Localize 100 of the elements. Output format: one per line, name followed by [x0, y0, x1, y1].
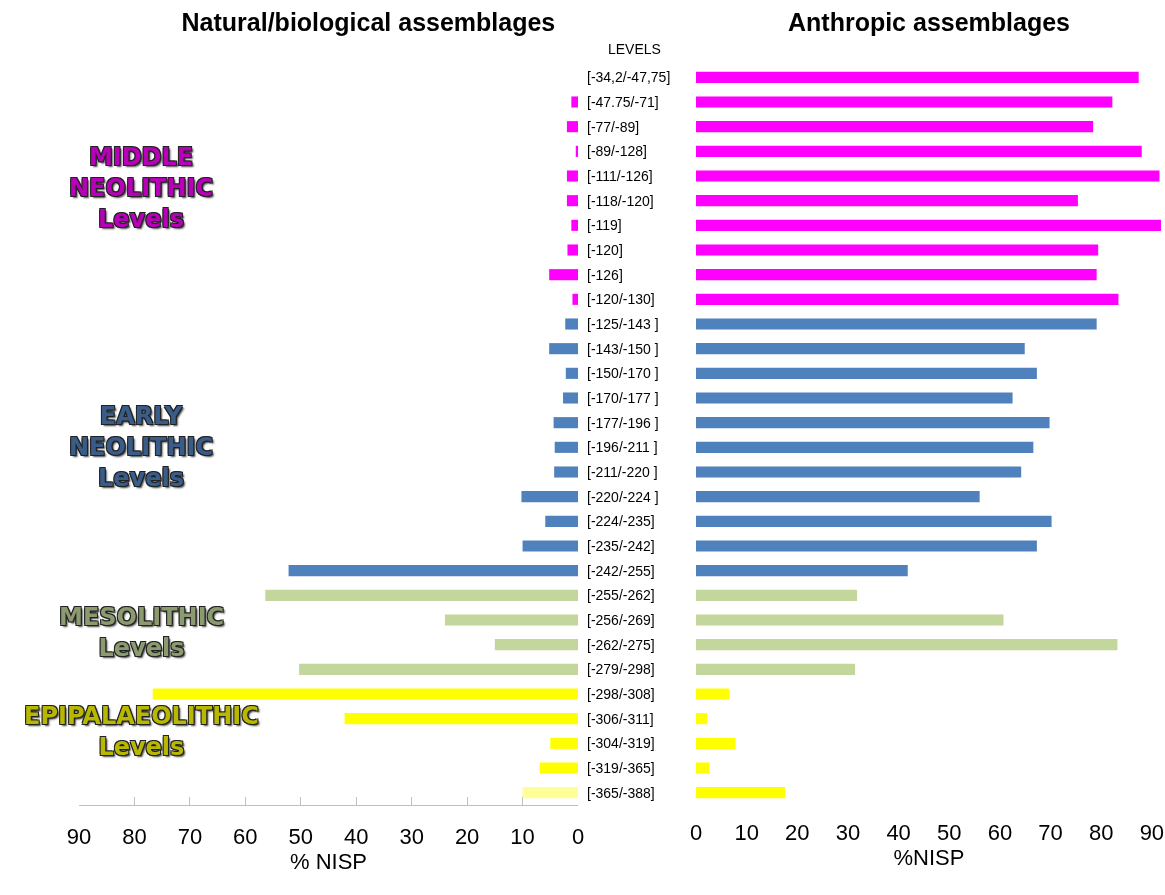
y-tick-label: [-220/-224 ]	[587, 488, 659, 505]
bar	[696, 195, 1078, 207]
bar	[696, 121, 1094, 133]
y-tick-label: [-120]	[587, 241, 623, 258]
bar	[550, 737, 578, 749]
bar	[265, 589, 578, 601]
bar	[152, 688, 578, 700]
bar	[696, 417, 1050, 429]
bar	[696, 244, 1099, 256]
y-tick-label: [-34,2/-47,75]	[587, 69, 671, 86]
x-tick-label: 40	[343, 824, 369, 850]
y-tick-label: [-304/-319]	[587, 735, 655, 752]
bar	[344, 713, 578, 725]
bar	[696, 639, 1118, 651]
bar	[696, 71, 1139, 83]
y-tick-label: [-126]	[587, 266, 623, 283]
y-tick-label: [-255/-262]	[587, 587, 655, 604]
bar	[696, 565, 908, 577]
y-tick-label: [-47.75/-71]	[587, 93, 659, 110]
bar	[696, 787, 786, 799]
y-tick-label: [-177/-196 ]	[587, 414, 659, 431]
annotation: MIDDLE NEOLITHIC Levels	[69, 143, 214, 234]
y-axis-title: LEVELS	[608, 41, 661, 57]
x-tick-label: 0	[689, 820, 703, 845]
y-tick-label: [-125/-143 ]	[587, 315, 659, 332]
x-tick-label: 20	[454, 824, 480, 850]
x-tick-label: 60	[233, 824, 258, 850]
bar	[565, 367, 578, 379]
bar	[696, 614, 1004, 626]
bar	[444, 614, 578, 626]
bar	[696, 466, 1022, 478]
bar	[522, 787, 578, 799]
bar	[563, 392, 578, 404]
bar	[567, 244, 578, 256]
bar	[521, 491, 578, 503]
y-tick-label: [-224/-235]	[587, 513, 655, 530]
x-tick-label: 70	[177, 824, 203, 850]
x-tick-label: 30	[399, 824, 424, 850]
bar	[696, 392, 1013, 404]
bar	[549, 269, 578, 281]
y-tick-label: [-256/-269]	[587, 611, 655, 628]
chart-title: Natural/biological assemblages	[181, 7, 556, 36]
x-axis-title: %NISP	[893, 845, 965, 870]
bar	[696, 318, 1097, 330]
x-tick-label: 70	[1038, 820, 1063, 845]
bar	[288, 565, 578, 577]
bar	[494, 639, 578, 651]
bar	[696, 762, 710, 774]
bar	[299, 663, 578, 675]
bar	[696, 343, 1025, 355]
bar	[554, 441, 578, 453]
x-tick-label: 80	[122, 824, 147, 850]
x-tick-label: 10	[734, 820, 759, 845]
y-tick-label: [-119]	[587, 217, 622, 234]
x-tick-label: 60	[987, 820, 1013, 845]
bar	[696, 441, 1034, 453]
bar	[696, 367, 1037, 379]
y-tick-label: [-143/-150 ]	[587, 340, 659, 357]
bar	[696, 269, 1097, 281]
x-tick-label: 30	[835, 820, 861, 845]
y-tick-label: [-298/-308]	[587, 685, 655, 702]
y-tick-label: [-211/-220 ]	[587, 463, 658, 480]
bar	[566, 195, 578, 207]
y-tick-label: [-120/-130]	[587, 291, 655, 308]
y-tick-label: [-111/-126]	[587, 167, 653, 184]
bar	[696, 737, 736, 749]
y-tick-label: [-242/-255]	[587, 562, 655, 579]
y-tick-label: [-319/-365]	[587, 759, 655, 776]
y-tick-label: [-118/-120]	[587, 192, 654, 209]
x-tick-label: 40	[886, 820, 911, 845]
x-tick-label: 0	[571, 824, 585, 850]
annotation: MESOLITHIC Levels	[59, 603, 225, 663]
bar	[553, 417, 578, 429]
y-tick-label: [-235/-242]	[587, 537, 655, 554]
bar	[566, 170, 578, 182]
y-tick-label: [-150/-170 ]	[587, 365, 659, 382]
bar	[696, 515, 1052, 527]
y-tick-label: [-365/-388]	[587, 784, 655, 801]
bar	[696, 589, 858, 601]
bar	[696, 540, 1037, 552]
bar	[571, 219, 578, 231]
y-tick-label: [-77/-89]	[587, 118, 640, 135]
x-tick-label: 50	[937, 820, 962, 845]
bar	[696, 663, 856, 675]
chart-title: Anthropic assemblages	[787, 7, 1071, 36]
bar	[696, 170, 1160, 182]
annotation: EPIPALAEOLITHIC Levels	[24, 702, 259, 762]
annotation: EARLY NEOLITHIC Levels	[69, 402, 214, 493]
x-tick-label: 90	[66, 824, 92, 850]
x-tick-label: 20	[785, 820, 810, 845]
bar	[571, 96, 578, 108]
y-tick-label: [-279/-298]	[587, 661, 655, 678]
bar	[696, 688, 730, 700]
y-tick-label: [-170/-177 ]	[587, 389, 659, 406]
bar	[572, 293, 578, 305]
bar	[696, 96, 1113, 108]
bar	[549, 343, 578, 355]
x-axis-title: % NISP	[289, 849, 368, 875]
bar	[522, 540, 578, 552]
bar	[539, 762, 578, 774]
